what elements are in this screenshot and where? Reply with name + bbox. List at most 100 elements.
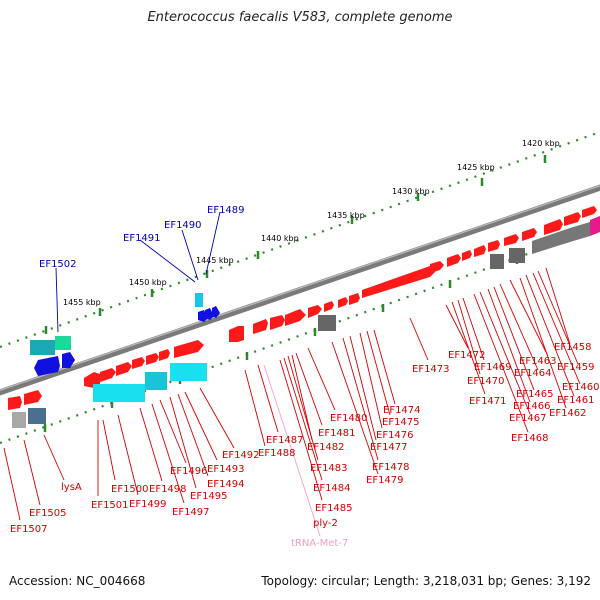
gene-box <box>509 248 525 263</box>
gene-label: EF1498 <box>149 484 187 495</box>
kbp-label: 1455 kbp <box>63 298 101 307</box>
gene-label: EF1473 <box>412 364 450 375</box>
gene-box <box>55 336 71 350</box>
gene-label: EF1463 <box>519 356 557 367</box>
gene-arrow <box>62 352 75 368</box>
gene-row-forward <box>229 206 597 342</box>
gene-label: EF1481 <box>318 428 356 439</box>
gene-box <box>532 222 590 254</box>
gene-arrow <box>253 319 268 334</box>
lower-major-ticks <box>43 256 519 432</box>
gene-label: EF1477 <box>370 442 408 453</box>
gene-label: EF1491 <box>123 233 161 244</box>
gene-label: EF1496 <box>170 466 208 477</box>
gene-label: EF1465 <box>516 389 554 400</box>
upper-scale-track <box>0 130 600 349</box>
gene-label: EF1507 <box>10 524 48 535</box>
gene-box <box>170 363 207 381</box>
gene-arrow <box>100 368 116 382</box>
kbp-label: 1420 kbp <box>522 139 560 148</box>
gene-label: EF1502 <box>39 259 77 270</box>
gene-arrow <box>474 245 486 257</box>
gene-label: EF1462 <box>549 408 587 419</box>
gene-box <box>30 340 55 355</box>
gene-arrow <box>544 219 563 235</box>
gene-label: EF1494 <box>207 479 245 490</box>
gene-box <box>28 408 46 424</box>
gene-label: EF1485 <box>315 503 353 514</box>
gene-arrow <box>430 261 444 273</box>
gene-arrow <box>362 266 436 298</box>
gene-label: ply-2 <box>313 518 338 529</box>
gene-arrow <box>212 306 220 318</box>
kbp-label: 1445 kbp <box>196 256 234 265</box>
label-connectors-blue <box>55 211 221 333</box>
gene-label: EF1487 <box>266 435 304 446</box>
gene-label: EF1488 <box>258 448 296 459</box>
gene-arrow <box>564 212 581 226</box>
gene-label: EF1482 <box>307 442 345 453</box>
genome-backbone-highlight <box>0 185 600 391</box>
kbp-label: 1450 kbp <box>129 278 167 287</box>
gene-arrow <box>229 326 244 342</box>
gene-arrow <box>159 349 170 361</box>
genome-title: Enterococcus faecalis V583, complete gen… <box>147 10 453 25</box>
gene-label: EF1505 <box>29 508 67 519</box>
gene-label: EF1474 <box>383 405 421 416</box>
gene-label: EF1483 <box>310 463 348 474</box>
accession-text: Accession: NC_004668 <box>9 574 146 588</box>
gene-label: EF1478 <box>372 462 410 473</box>
gene-arrow <box>522 228 537 241</box>
kbp-label: 1430 kbp <box>392 187 430 196</box>
gene-row-other <box>12 216 600 428</box>
genome-backbone <box>0 184 600 396</box>
bottom-labels: EF1507 EF1505 lysA EF1501 EF1500 EF1499 … <box>10 342 600 535</box>
kbp-label: 1440 kbp <box>261 234 299 243</box>
gene-box <box>93 384 145 402</box>
gene-label: EF1467 <box>509 413 547 424</box>
label-connectors-red <box>3 267 581 521</box>
gene-arrow <box>338 297 348 308</box>
gene-arrow <box>8 396 22 410</box>
gene-label: EF1471 <box>469 396 507 407</box>
gene-label: lysA <box>61 482 82 493</box>
gene-arrow <box>285 309 306 326</box>
gene-arrow <box>270 315 285 330</box>
gene-row-cyan <box>30 293 207 402</box>
gene-arrow <box>24 390 42 405</box>
gene-label: EF1489 <box>207 205 245 216</box>
gene-label: EF1490 <box>164 220 202 231</box>
gene-box <box>195 293 203 307</box>
gene-arrow <box>582 206 597 218</box>
top-labels: EF1502 EF1491 EF1490 EF1489 <box>39 205 245 270</box>
gene-label: EF1460 <box>562 382 600 393</box>
gene-box <box>145 372 167 390</box>
gene-label: EF1493 <box>207 464 245 475</box>
gene-label: EF1480 <box>330 413 368 424</box>
gene-label: EF1459 <box>557 362 595 373</box>
trna-connector <box>263 364 321 537</box>
gene-label: EF1495 <box>190 491 228 502</box>
gene-label: EF1468 <box>511 433 549 444</box>
gene-arrow <box>447 254 461 267</box>
gene-box <box>12 412 26 428</box>
gene-arrow <box>34 356 60 376</box>
gene-label: EF1470 <box>467 376 505 387</box>
gene-label: EF1461 <box>557 395 595 406</box>
gene-label: EF1469 <box>474 362 512 373</box>
gene-label: EF1492 <box>222 450 260 461</box>
kbp-label: 1435 kbp <box>327 211 365 220</box>
gene-label-trna: tRNA-Met-7 <box>291 538 348 549</box>
gene-arrow <box>488 240 500 252</box>
gene-box <box>490 254 504 269</box>
kbp-label: 1425 kbp <box>457 163 495 172</box>
gene-label: EF1499 <box>129 499 167 510</box>
gene-arrow <box>324 301 334 312</box>
gene-label: EF1464 <box>514 368 552 379</box>
gene-label: EF1501 <box>91 500 129 511</box>
gene-label: EF1497 <box>172 507 210 518</box>
gene-row-forward-2 <box>8 340 204 410</box>
gene-row-blue <box>34 306 220 376</box>
gene-label: EF1479 <box>366 475 404 486</box>
